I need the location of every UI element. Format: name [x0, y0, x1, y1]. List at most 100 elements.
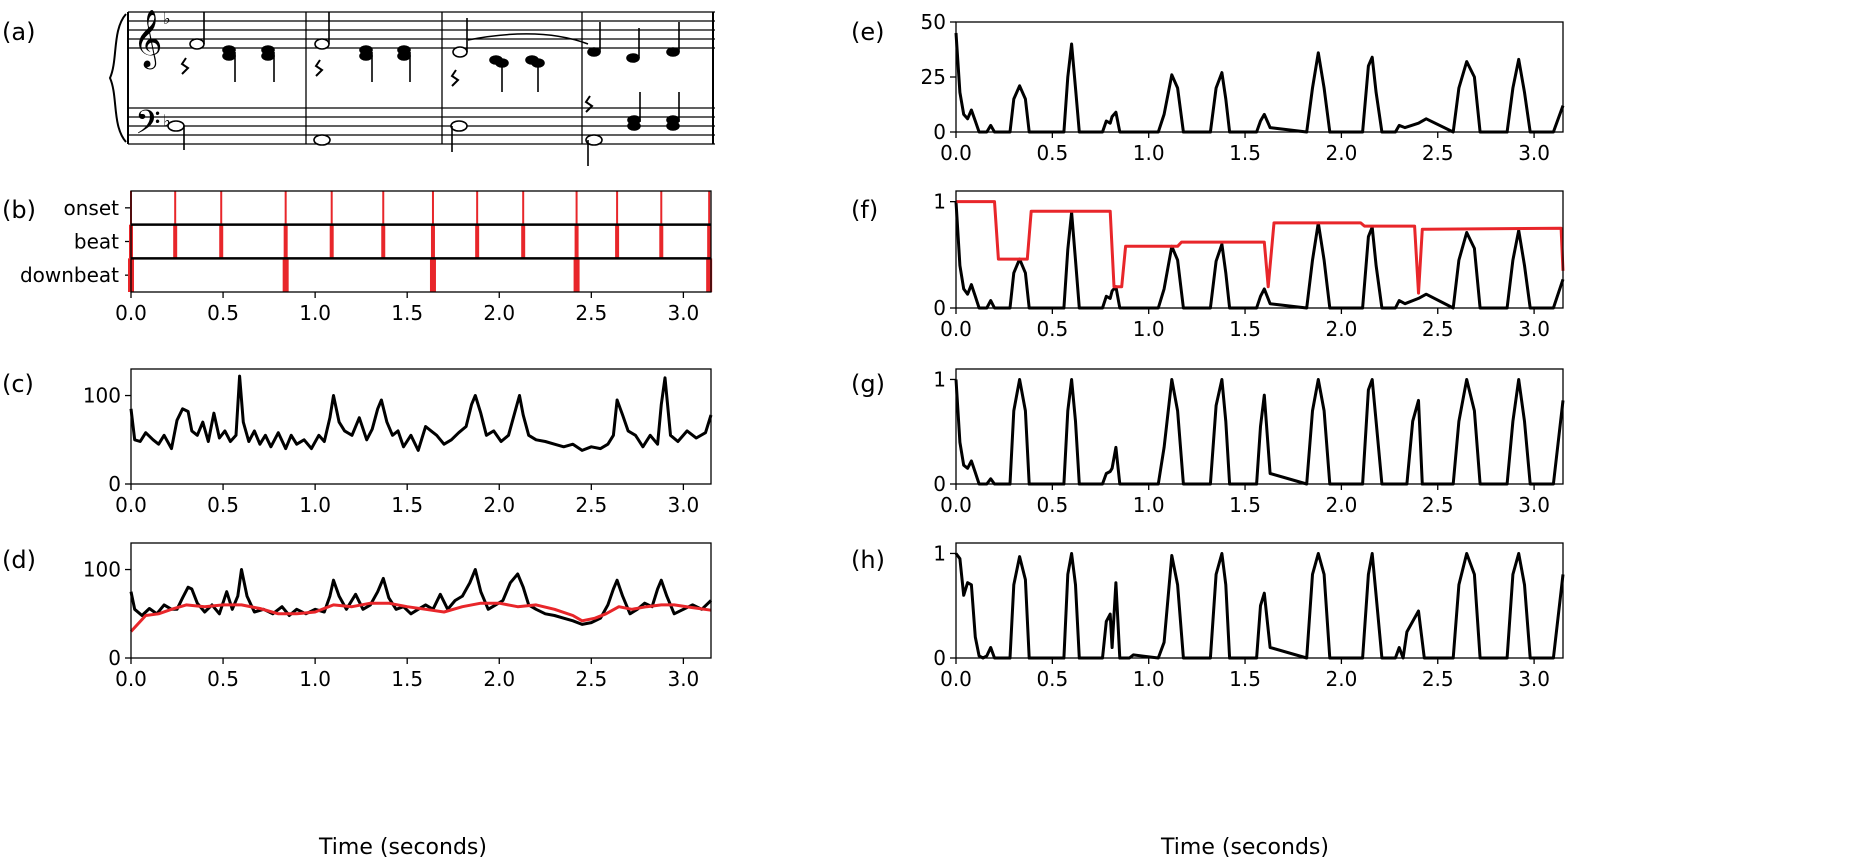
y-tick-label: 50 [921, 10, 946, 34]
treble-clef-icon: 𝄞 [133, 9, 163, 70]
x-tick-label: 3.0 [1518, 317, 1550, 341]
x-tick-label: 0.0 [115, 301, 147, 325]
x-tick-label: 2.5 [575, 493, 607, 517]
x-tick-label: 0.5 [1036, 667, 1068, 691]
x-tick-label: 0.5 [1036, 493, 1068, 517]
chart-c: 0.0 0.5 1.0 1.5 2.0 2.5 3.0 0 100 [83, 368, 713, 517]
x-tick-label: 2.0 [483, 667, 515, 691]
x-tick-label: 1.0 [1133, 493, 1165, 517]
y-tick-label: 100 [83, 558, 121, 582]
plot-frame [130, 190, 712, 293]
panel-label-g: (g) [851, 370, 885, 398]
key-flat-treble: ♭ [163, 9, 171, 28]
series-line-novelty [129, 374, 713, 452]
series-line-final-normalized-novelty [954, 552, 1565, 660]
y-tick-label: 0 [108, 646, 121, 670]
y-tick-label: 1 [933, 367, 946, 391]
x-tick-label: 1.0 [299, 667, 331, 691]
x-tick-label: 2.5 [1422, 141, 1454, 165]
x-tick-label: 0.5 [1036, 141, 1068, 165]
chart-d: 0.0 0.5 1.0 1.5 2.0 2.5 3.0 0 100 [83, 542, 713, 691]
x-tick-label: 1.5 [1229, 493, 1261, 517]
x-tick-label: 2.0 [1325, 317, 1357, 341]
x-tick-label: 2.5 [1422, 667, 1454, 691]
x-tick-label: 1.5 [391, 667, 423, 691]
x-tick-label: 0.0 [940, 317, 972, 341]
x-tick-label: 3.0 [1518, 141, 1550, 165]
x-tick-label: 1.0 [1133, 317, 1165, 341]
y-tick-label: 100 [83, 384, 121, 408]
y-tick-label: 0 [933, 646, 946, 670]
x-tick-label: 2.0 [1325, 141, 1357, 165]
chart-b: 0.0 0.5 1.0 1.5 2.0 2.5 3.0 onset beat downbeat [20, 190, 713, 325]
panel-label-a: (a) [2, 18, 35, 46]
x-tick-label: 2.0 [483, 493, 515, 517]
plot-frame [130, 542, 712, 659]
x-tick-label: 1.0 [299, 493, 331, 517]
x-tick-label: 2.0 [1325, 667, 1357, 691]
panel-label-b: (b) [2, 196, 36, 224]
x-tick-label: 1.5 [1229, 141, 1261, 165]
x-axis-title-left: Time (seconds) [318, 835, 487, 860]
x-tick-label: 0.0 [115, 667, 147, 691]
key-flat-bass: ♭ [163, 111, 171, 130]
series-line-adaptive-normalized-novelty [954, 378, 1565, 486]
panel-label-d: (d) [2, 546, 36, 574]
panel-label-f: (f) [851, 196, 878, 224]
x-tick-label: 0.0 [940, 667, 972, 691]
x-tick-label: 0.5 [207, 493, 239, 517]
panel-label-e: (e) [851, 18, 885, 46]
row-label-onset: onset [64, 196, 120, 220]
plot-frame [955, 21, 1564, 133]
chart-f: 0.0 0.5 1.0 1.5 2.0 2.5 3.0 0 1 [933, 190, 1565, 341]
row-label-beat: beat [74, 230, 119, 254]
x-tick-label: 2.0 [1325, 493, 1357, 517]
plot-frame [955, 368, 1564, 485]
x-tick-label: 2.5 [575, 301, 607, 325]
series-line-local-average [129, 601, 712, 633]
x-tick-label: 1.0 [1133, 667, 1165, 691]
x-tick-label: 3.0 [1518, 667, 1550, 691]
x-tick-label: 2.5 [575, 667, 607, 691]
y-tick-label: 0 [933, 472, 946, 496]
x-axis-title-right: Time (seconds) [1160, 835, 1329, 860]
series-line-local-max-envelope [956, 200, 1565, 295]
plot-frame [955, 190, 1564, 309]
x-tick-label: 0.0 [115, 493, 147, 517]
plot-frame [130, 368, 712, 485]
y-tick-label: 0 [108, 472, 121, 496]
x-tick-label: 1.5 [391, 493, 423, 517]
chart-g: 0.0 0.5 1.0 1.5 2.0 2.5 3.0 0 1 [933, 367, 1565, 517]
y-tick-label: 0 [933, 296, 946, 320]
bass-clef-icon: 𝄢 [135, 104, 161, 150]
x-tick-label: 0.5 [207, 667, 239, 691]
x-tick-label: 0.0 [940, 493, 972, 517]
sheet-music-icon: 𝄞 𝄢 ♭ ♭ [108, 9, 715, 166]
x-tick-label: 0.0 [940, 141, 972, 165]
x-tick-label: 0.5 [207, 301, 239, 325]
chart-h: 0.0 0.5 1.0 1.5 2.0 2.5 3.0 0 1 [933, 541, 1565, 691]
x-tick-label: 1.5 [1229, 317, 1261, 341]
y-tick-label: 1 [933, 541, 946, 565]
x-tick-label: 2.0 [483, 301, 515, 325]
chart-e: 0.0 0.5 1.0 1.5 2.0 2.5 3.0 0 25 50 [921, 10, 1565, 165]
x-tick-label: 1.0 [299, 301, 331, 325]
x-tick-label: 1.5 [1229, 667, 1261, 691]
series-line-novelty-peaks [954, 32, 1565, 134]
x-tick-label: 3.0 [1518, 493, 1550, 517]
x-tick-label: 2.5 [1422, 493, 1454, 517]
x-tick-label: 0.5 [1036, 317, 1068, 341]
row-label-downbeat: downbeat [20, 263, 119, 287]
x-tick-label: 2.5 [1422, 317, 1454, 341]
y-tick-label: 25 [921, 65, 946, 89]
series-line-smoothed-novelty [129, 568, 713, 626]
x-tick-label: 3.0 [667, 301, 699, 325]
series-line-normalized-novelty [954, 201, 1565, 310]
charts-layer: 0.0 0.5 1.0 1.5 2.0 2.5 3.0 onset beat downbeat 0.… [20, 10, 1565, 691]
x-tick-label: 3.0 [667, 493, 699, 517]
panel-label-h: (h) [851, 546, 885, 574]
y-tick-label: 0 [933, 120, 946, 144]
y-tick-label: 1 [933, 190, 946, 214]
panel-label-c: (c) [2, 370, 34, 398]
